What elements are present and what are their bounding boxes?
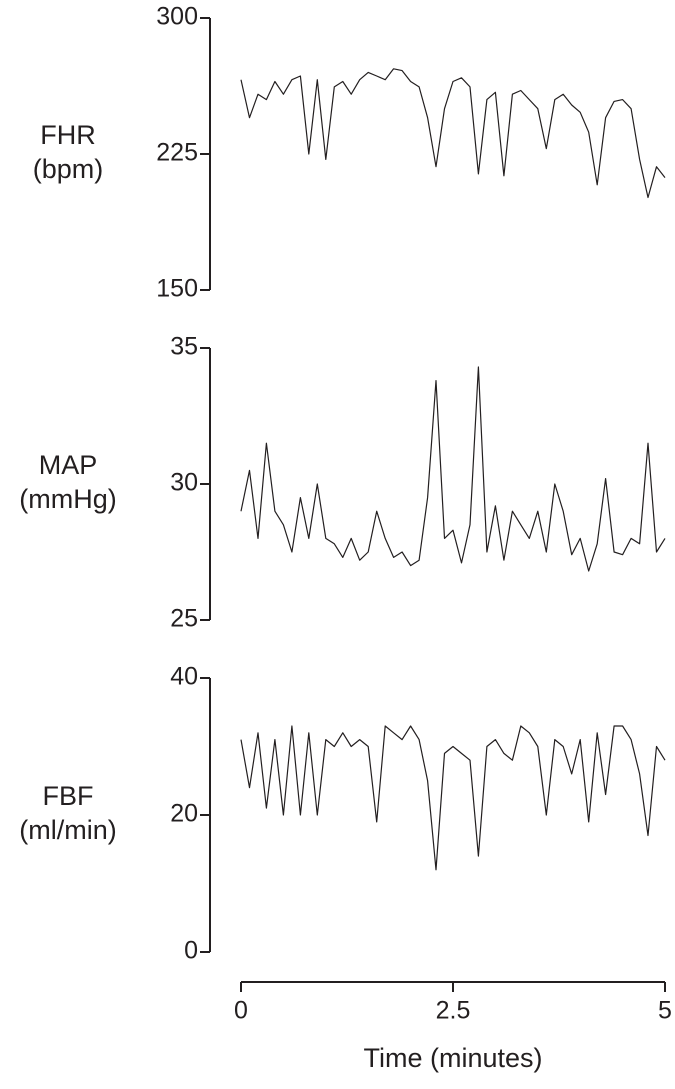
y-axis-label: FHR	[40, 120, 96, 150]
x-tick-label: 0	[234, 997, 248, 1025]
y-tick-label: 150	[156, 275, 198, 303]
y-axis-label: MAP	[39, 450, 98, 480]
y-tick-label: 0	[184, 937, 198, 965]
x-tick-label: 2.5	[436, 997, 471, 1025]
x-axis-label: Time (minutes)	[363, 1043, 542, 1073]
y-tick-label: 20	[170, 800, 198, 828]
y-tick-label: 30	[170, 469, 198, 497]
y-tick-label: 225	[156, 139, 198, 167]
y-tick-label: 300	[156, 3, 198, 31]
y-axis-label: (ml/min)	[19, 815, 116, 845]
y-axis-label: FBF	[43, 781, 94, 811]
y-tick-label: 40	[170, 663, 198, 691]
y-tick-label: 35	[170, 333, 198, 361]
trace	[240, 68, 666, 199]
y-axis-label: (mmHg)	[19, 484, 116, 514]
y-tick-label: 25	[170, 605, 198, 633]
trace	[240, 725, 666, 871]
trace	[240, 366, 666, 572]
x-tick-label: 5	[658, 997, 672, 1025]
y-axis-label: (bpm)	[33, 154, 104, 184]
